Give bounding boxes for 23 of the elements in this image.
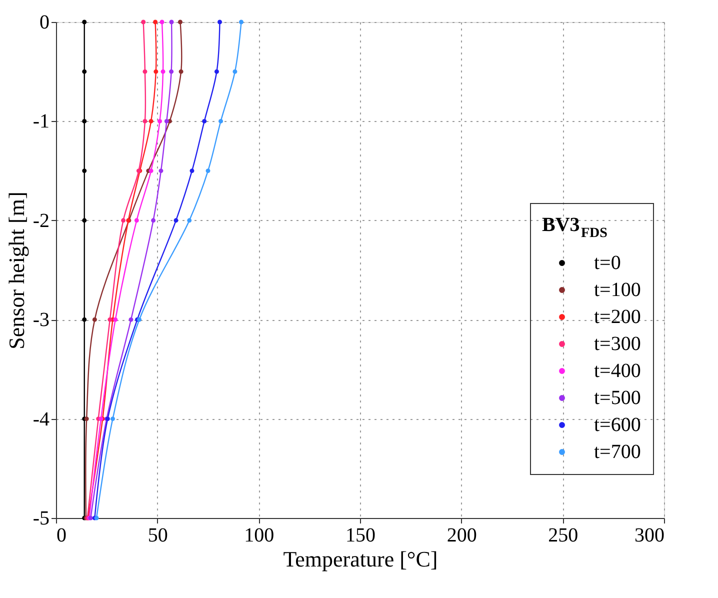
y-tick-label: -5 xyxy=(32,508,50,530)
x-tick-label: 300 xyxy=(634,524,664,546)
legend-label: t=200 xyxy=(594,306,641,328)
x-tick-label: 250 xyxy=(548,524,578,546)
legend-label: t=400 xyxy=(594,360,641,382)
x-tick-label: 100 xyxy=(244,524,274,546)
y-tick-label: -4 xyxy=(32,408,50,430)
y-tick-label: -1 xyxy=(32,110,50,133)
y-tick-label: 0 xyxy=(40,12,50,34)
legend-label: t=100 xyxy=(594,279,641,301)
x-tick-label: 50 xyxy=(148,524,168,546)
legend-label: t=0 xyxy=(594,252,621,274)
y-axis-title: Sensor height [m] xyxy=(4,192,29,350)
x-tick-label: 0 xyxy=(56,524,66,546)
y-tick-label: -2 xyxy=(32,210,50,232)
x-axis-title: Temperature [°C] xyxy=(283,546,438,572)
legend-label: t=300 xyxy=(594,333,641,355)
x-tick-label: 200 xyxy=(446,524,477,546)
legend-label: t=600 xyxy=(594,414,641,436)
legend-label: t=500 xyxy=(594,387,641,409)
x-tick-label: 150 xyxy=(346,524,376,546)
legend-label: t=700 xyxy=(594,441,641,463)
y-tick-label: -3 xyxy=(32,309,50,332)
